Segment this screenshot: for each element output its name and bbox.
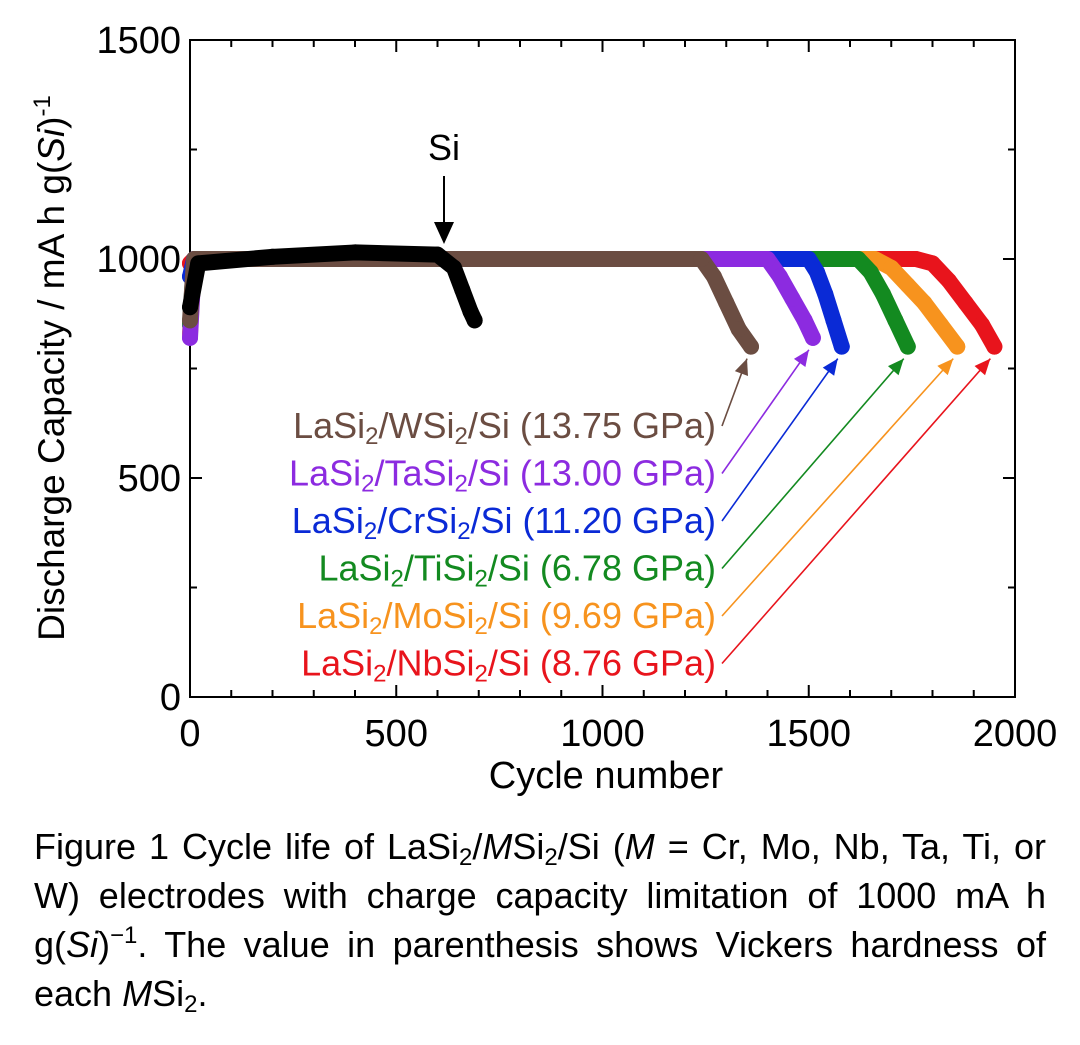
- data-point: [916, 294, 933, 311]
- caption-sub: 2: [544, 844, 558, 871]
- y-tick-label: 0: [160, 677, 181, 719]
- data-point: [705, 268, 722, 285]
- data-point: [908, 251, 924, 267]
- legend-entry: LaSi2/TaSi2/Si (13.00 GPa): [289, 453, 716, 498]
- y-axis-title: Discharge Capacity / mA h g(Si)-1: [29, 95, 72, 641]
- caption-text: . The value in parenthesis shows Vickers…: [34, 924, 1046, 1014]
- data-point: [182, 312, 198, 329]
- series-layer: [182, 244, 1003, 355]
- data-point: [924, 255, 941, 272]
- caption-italic: M: [122, 973, 153, 1014]
- caption-sub: 2: [184, 991, 198, 1018]
- si-annotation-label: Si: [428, 127, 460, 168]
- x-tick-label: 500: [365, 713, 428, 755]
- legend-pointer: [721, 349, 810, 474]
- data-point: [800, 251, 817, 267]
- caption-text: Figure 1 Cycle life of LaSi: [34, 826, 460, 867]
- x-axis-title: Cycle number: [489, 755, 724, 797]
- legend-pointer-head: [734, 358, 748, 377]
- legend-entry: LaSi2/CrSi2/Si (11.20 GPa): [292, 500, 716, 545]
- data-point: [743, 338, 759, 355]
- data-point: [446, 259, 462, 276]
- data-point: [466, 312, 483, 329]
- x-tick-label: 1000: [560, 713, 645, 755]
- legend: LaSi2/WSi2/Si (13.75 GPa)LaSi2/TaSi2/Si …: [289, 349, 991, 688]
- data-point: [986, 338, 1003, 355]
- legend-pointer-head: [937, 358, 954, 376]
- caption-text: Si: [512, 826, 545, 867]
- caption-italic: Si: [66, 924, 99, 965]
- series-si: [182, 244, 483, 329]
- plot-frame: [189, 39, 1016, 698]
- data-point: [784, 290, 801, 307]
- data-point: [833, 338, 850, 355]
- caption-text: .: [197, 973, 208, 1014]
- data-point: [887, 312, 904, 329]
- data-point: [875, 286, 891, 303]
- data-point: [883, 259, 900, 276]
- legend-pointer: [721, 358, 991, 665]
- y-tick-label: 500: [118, 458, 181, 500]
- y-axis-title-close: ): [31, 116, 72, 128]
- data-point: [347, 244, 363, 261]
- data-point: [182, 299, 198, 316]
- caption-text: /Si (: [557, 826, 625, 867]
- data-point: [190, 255, 207, 272]
- si-annotation-arrowhead: [434, 222, 454, 244]
- legend-pointer: [721, 358, 954, 617]
- data-point: [264, 248, 281, 265]
- data-point: [693, 251, 710, 267]
- data-point: [809, 264, 825, 281]
- data-point: [429, 246, 446, 263]
- legend-pointer-head: [974, 358, 991, 376]
- caption-italic: M: [482, 826, 513, 867]
- x-tick-label: 1500: [766, 713, 851, 755]
- data-point: [718, 294, 735, 311]
- tick-labels: 0 500 1000 1500 2000 0 500 1000 1500: [96, 20, 1057, 755]
- data-point: [796, 312, 813, 329]
- data-point: [825, 312, 842, 329]
- data-point: [941, 272, 957, 289]
- caption-text: Si: [152, 973, 185, 1014]
- data-point: [771, 268, 788, 285]
- legend-pointer: [721, 358, 905, 570]
- legend-pointer-head: [887, 358, 904, 376]
- data-point: [850, 251, 867, 267]
- data-point: [957, 294, 974, 311]
- data-point: [899, 277, 916, 294]
- data-point: [182, 329, 198, 346]
- caption-sup: −1: [110, 922, 138, 949]
- caption-text: /: [472, 826, 483, 867]
- legend-entry: LaSi2/NbSi2/Si (8.76 GPa): [301, 643, 716, 688]
- data-point: [862, 264, 879, 281]
- y-axis-title-sup: -1: [29, 95, 56, 116]
- y-tick-label: 1000: [96, 239, 181, 281]
- y-axis-title-si: Si: [31, 127, 72, 162]
- x-tick-label: 0: [179, 713, 200, 755]
- data-point: [454, 281, 471, 298]
- y-axis-title-main: Discharge Capacity / mA h g(: [31, 161, 72, 641]
- data-point: [974, 316, 990, 333]
- data-point: [759, 251, 776, 267]
- y-tick-label: 1500: [96, 20, 181, 62]
- legend-entry: LaSi2/TiSi2/Si (6.78 GPa): [318, 548, 716, 593]
- data-point: [804, 329, 821, 346]
- x-tick-label: 2000: [973, 713, 1058, 755]
- legend-entry: LaSi2/WSi2/Si (13.75 GPa): [293, 405, 716, 450]
- cycle-life-chart: 0 500 1000 1500 2000 0 500 1000 1500 Si Cycle nu…: [29, 20, 1057, 797]
- data-point: [932, 316, 949, 333]
- legend-pointer-head: [822, 358, 838, 376]
- legend-pointer-head: [793, 349, 809, 367]
- caption-italic: M: [624, 826, 655, 867]
- legend-pointer: [721, 358, 839, 522]
- data-point: [949, 338, 966, 355]
- caption-sub: 2: [459, 844, 473, 871]
- data-point: [730, 321, 747, 338]
- caption-text: = Cr, Mo, Nb, Ta, Ti, or W) electrodes w…: [34, 826, 1046, 965]
- figure-caption: Figure 1 Cycle life of LaSi2/MSi2/Si (M …: [34, 822, 1046, 1018]
- caption-text: ): [98, 924, 111, 965]
- legend-entry: LaSi2/MoSi2/Si (9.69 GPa): [297, 595, 716, 640]
- data-point: [817, 286, 834, 303]
- data-point: [899, 338, 916, 355]
